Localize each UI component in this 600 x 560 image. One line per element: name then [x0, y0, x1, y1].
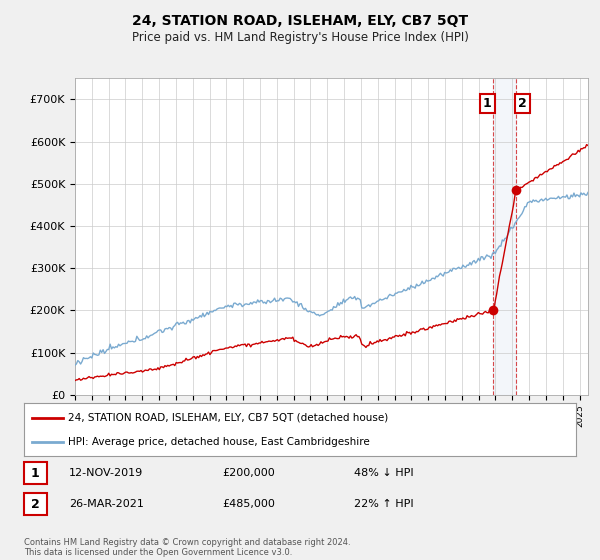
Bar [493, 78, 517, 395]
Text: 24, STATION ROAD, ISLEHAM, ELY, CB7 5QT: 24, STATION ROAD, ISLEHAM, ELY, CB7 5QT [132, 14, 468, 28]
Text: HPI: Average price, detached house, East Cambridgeshire: HPI: Average price, detached house, East… [68, 437, 370, 447]
Text: Price paid vs. HM Land Registry's House Price Index (HPI): Price paid vs. HM Land Registry's House … [131, 31, 469, 44]
Text: 22% ↑ HPI: 22% ↑ HPI [354, 499, 413, 509]
Text: 1: 1 [483, 97, 492, 110]
Text: 24, STATION ROAD, ISLEHAM, ELY, CB7 5QT (detached house): 24, STATION ROAD, ISLEHAM, ELY, CB7 5QT … [68, 413, 388, 423]
Text: 2: 2 [518, 97, 527, 110]
Text: £485,000: £485,000 [222, 499, 275, 509]
Text: 1: 1 [31, 466, 40, 480]
Text: 26-MAR-2021: 26-MAR-2021 [69, 499, 144, 509]
Text: 48% ↓ HPI: 48% ↓ HPI [354, 468, 413, 478]
Text: 12-NOV-2019: 12-NOV-2019 [69, 468, 143, 478]
Text: 2: 2 [31, 497, 40, 511]
Text: Contains HM Land Registry data © Crown copyright and database right 2024.
This d: Contains HM Land Registry data © Crown c… [24, 538, 350, 557]
Text: £200,000: £200,000 [222, 468, 275, 478]
